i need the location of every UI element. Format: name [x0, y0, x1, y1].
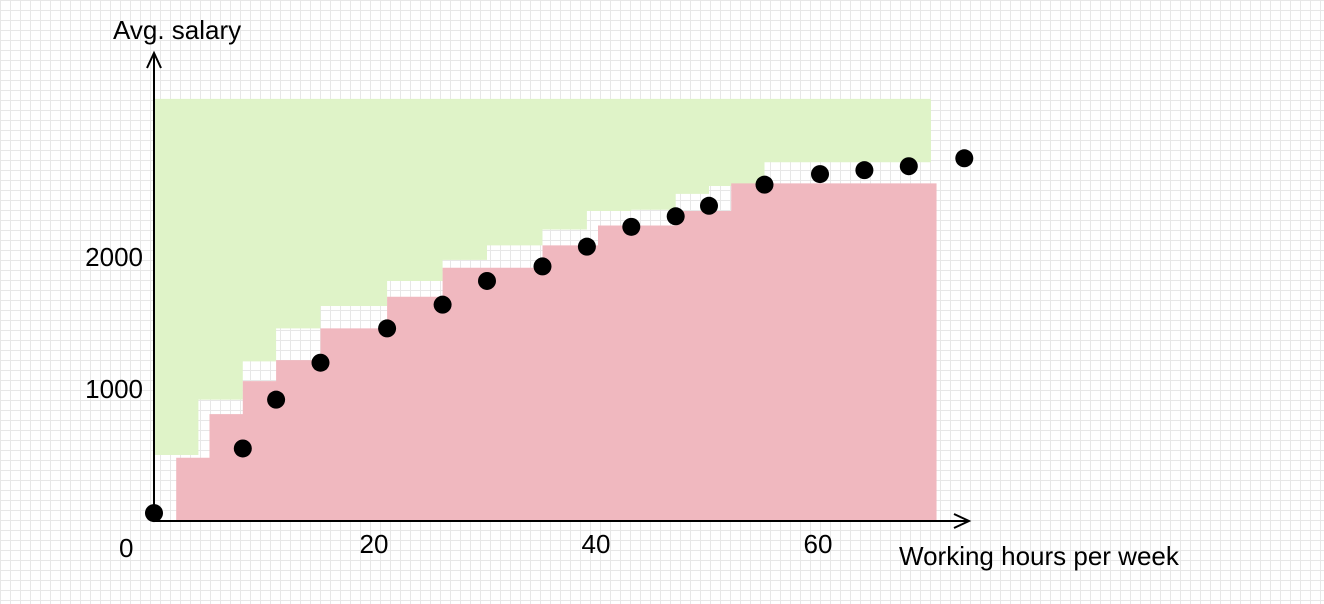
- data-point: [955, 149, 974, 168]
- upper-area: [154, 98, 931, 456]
- data-point: [433, 295, 452, 314]
- x-axis-label: Working hours per week: [899, 541, 1180, 571]
- data-point: [755, 175, 774, 194]
- y-tick-label: 1000: [85, 374, 143, 404]
- origin-label: 0: [119, 533, 133, 563]
- x-axis-arrow: [953, 513, 972, 529]
- data-point: [311, 353, 330, 372]
- chart-areas: [154, 98, 937, 521]
- y-axis-arrow: [146, 50, 162, 69]
- x-tick-label: 20: [360, 529, 389, 559]
- x-tick-label: 60: [804, 529, 833, 559]
- data-point: [533, 257, 552, 276]
- data-point: [145, 504, 163, 523]
- data-point: [478, 271, 496, 290]
- data-point: [378, 319, 397, 338]
- data-point: [700, 196, 718, 215]
- lower-area: [176, 183, 937, 521]
- data-point: [577, 237, 596, 256]
- chart-labels: Avg. salary Working hours per week 0 20 4…: [85, 15, 1180, 571]
- x-tick-label: 40: [582, 529, 611, 559]
- data-point: [622, 217, 641, 236]
- data-point: [855, 161, 874, 180]
- y-axis-label: Avg. salary: [113, 15, 241, 45]
- data-point: [811, 165, 829, 184]
- data-point: [899, 157, 918, 176]
- chart-axes: [146, 50, 972, 529]
- data-point: [233, 439, 252, 458]
- chart-points: [145, 149, 974, 523]
- y-tick-label: 2000: [85, 242, 143, 272]
- data-point: [267, 390, 286, 409]
- data-point: [666, 207, 685, 226]
